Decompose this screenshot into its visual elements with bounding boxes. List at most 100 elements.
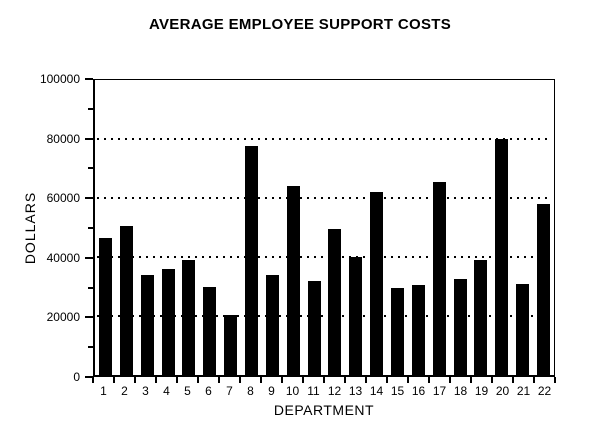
gridline-40000 bbox=[97, 256, 552, 258]
x-tick-label-14: 14 bbox=[369, 384, 384, 398]
x-tick-label-1: 1 bbox=[100, 384, 107, 398]
y-minor-tick-10000 bbox=[88, 346, 93, 349]
x-tick-label-2: 2 bbox=[121, 384, 128, 398]
bar-cell-7 bbox=[220, 80, 241, 375]
x-tick-12 bbox=[344, 377, 346, 383]
x-tick-label-7: 7 bbox=[226, 384, 233, 398]
x-tick-10 bbox=[302, 377, 304, 383]
chart-title: AVERAGE EMPLOYEE SUPPORT COSTS bbox=[148, 16, 452, 33]
bars-layer bbox=[95, 80, 554, 375]
x-tick-22 bbox=[554, 377, 556, 383]
bar-dept-9 bbox=[265, 274, 279, 375]
bar-dept-12 bbox=[328, 228, 342, 375]
bar-dept-13 bbox=[349, 257, 363, 375]
bar-dept-2 bbox=[119, 226, 133, 375]
x-tick-9 bbox=[281, 377, 283, 383]
bar-cell-4 bbox=[158, 80, 179, 375]
x-tick-label-8: 8 bbox=[247, 384, 254, 398]
x-tick-1 bbox=[113, 377, 115, 383]
x-tick-label-17: 17 bbox=[432, 384, 447, 398]
bar-dept-3 bbox=[140, 274, 154, 375]
bar-cell-18 bbox=[450, 80, 471, 375]
x-tick-21 bbox=[533, 377, 535, 383]
x-tick-label-3: 3 bbox=[142, 384, 149, 398]
x-tick-label-22: 22 bbox=[537, 384, 552, 398]
x-tick-19 bbox=[491, 377, 493, 383]
bar-dept-4 bbox=[161, 268, 175, 375]
x-tick-8 bbox=[260, 377, 262, 383]
bar-cell-10 bbox=[283, 80, 304, 375]
y-minor-tick-50000 bbox=[88, 227, 93, 229]
bar-dept-17 bbox=[432, 181, 446, 375]
gridline-60000 bbox=[97, 197, 552, 199]
bar-dept-1 bbox=[98, 237, 112, 375]
x-axis-ticks bbox=[92, 377, 556, 384]
y-tick-label-60000: 60000 bbox=[46, 191, 80, 206]
x-tick-13 bbox=[365, 377, 367, 383]
x-tick-label-4: 4 bbox=[163, 384, 170, 398]
bar-dept-11 bbox=[307, 280, 321, 375]
bar-dept-19 bbox=[474, 259, 488, 375]
x-tick-label-20: 20 bbox=[495, 384, 510, 398]
bar-cell-12 bbox=[324, 80, 345, 375]
bar-cell-14 bbox=[366, 80, 387, 375]
x-tick-4 bbox=[176, 377, 178, 383]
bar-cell-13 bbox=[345, 80, 366, 375]
bar-cell-2 bbox=[116, 80, 137, 375]
y-tick-label-40000: 40000 bbox=[46, 250, 80, 265]
bar-cell-22 bbox=[533, 80, 554, 375]
x-tick-11 bbox=[323, 377, 325, 383]
bar-dept-10 bbox=[286, 186, 300, 375]
bar-cell-6 bbox=[199, 80, 220, 375]
y-minor-tick-30000 bbox=[88, 286, 93, 289]
y-major-tick-100000 bbox=[85, 78, 93, 80]
bar-dept-21 bbox=[516, 283, 530, 375]
x-tick-6 bbox=[218, 377, 220, 383]
x-tick-label-13: 13 bbox=[348, 384, 363, 398]
y-axis: 0 20000 40000 60000 80000 100000 bbox=[0, 73, 93, 383]
bar-cell-21 bbox=[512, 80, 533, 375]
bar-cell-19 bbox=[470, 80, 491, 375]
bar-cell-17 bbox=[429, 80, 450, 375]
x-tick-label-6: 6 bbox=[205, 384, 212, 398]
bar-dept-8 bbox=[244, 146, 258, 375]
x-tick-0 bbox=[92, 377, 94, 383]
x-axis-tick-labels: 1 2 3 4 5 6 7 8 9 10 11 12 13 14 15 16 17 18 19 20 21 22 bbox=[93, 384, 555, 398]
y-minor-tick-70000 bbox=[88, 167, 93, 170]
bar-dept-7 bbox=[224, 314, 238, 375]
bar-cell-20 bbox=[491, 80, 512, 375]
x-tick-label-5: 5 bbox=[184, 384, 191, 398]
bar-cell-1 bbox=[95, 80, 116, 375]
x-tick-label-9: 9 bbox=[268, 384, 275, 398]
x-tick-3 bbox=[155, 377, 157, 383]
bar-cell-9 bbox=[262, 80, 283, 375]
y-minor-tick-90000 bbox=[88, 107, 93, 110]
x-tick-label-11: 11 bbox=[307, 384, 320, 398]
x-tick-label-15: 15 bbox=[390, 384, 405, 398]
x-tick-17 bbox=[449, 377, 451, 383]
x-tick-5 bbox=[197, 377, 199, 383]
y-tick-label-0: 0 bbox=[73, 370, 80, 384]
bar-cell-8 bbox=[241, 80, 262, 375]
gridline-20000 bbox=[97, 315, 552, 317]
y-major-tick-80000 bbox=[85, 137, 93, 140]
bar-dept-14 bbox=[370, 192, 384, 375]
x-tick-14 bbox=[386, 377, 388, 383]
bar-dept-15 bbox=[390, 287, 404, 375]
x-tick-label-19: 19 bbox=[474, 384, 489, 398]
bar-cell-15 bbox=[387, 80, 408, 375]
bar-dept-16 bbox=[411, 285, 425, 375]
y-tick-label-80000: 80000 bbox=[46, 131, 80, 146]
bar-cell-11 bbox=[304, 80, 325, 375]
plot-area bbox=[93, 79, 555, 377]
x-tick-label-10: 10 bbox=[285, 384, 300, 398]
x-tick-18 bbox=[470, 377, 472, 383]
y-tick-label-20000: 20000 bbox=[46, 310, 80, 325]
x-tick-label-21: 21 bbox=[516, 384, 531, 398]
x-tick-label-12: 12 bbox=[327, 384, 342, 398]
y-tick-label-100000: 100000 bbox=[39, 72, 80, 86]
gridline-80000 bbox=[97, 138, 552, 140]
bar-cell-5 bbox=[178, 80, 199, 375]
bar-cell-3 bbox=[137, 80, 158, 375]
